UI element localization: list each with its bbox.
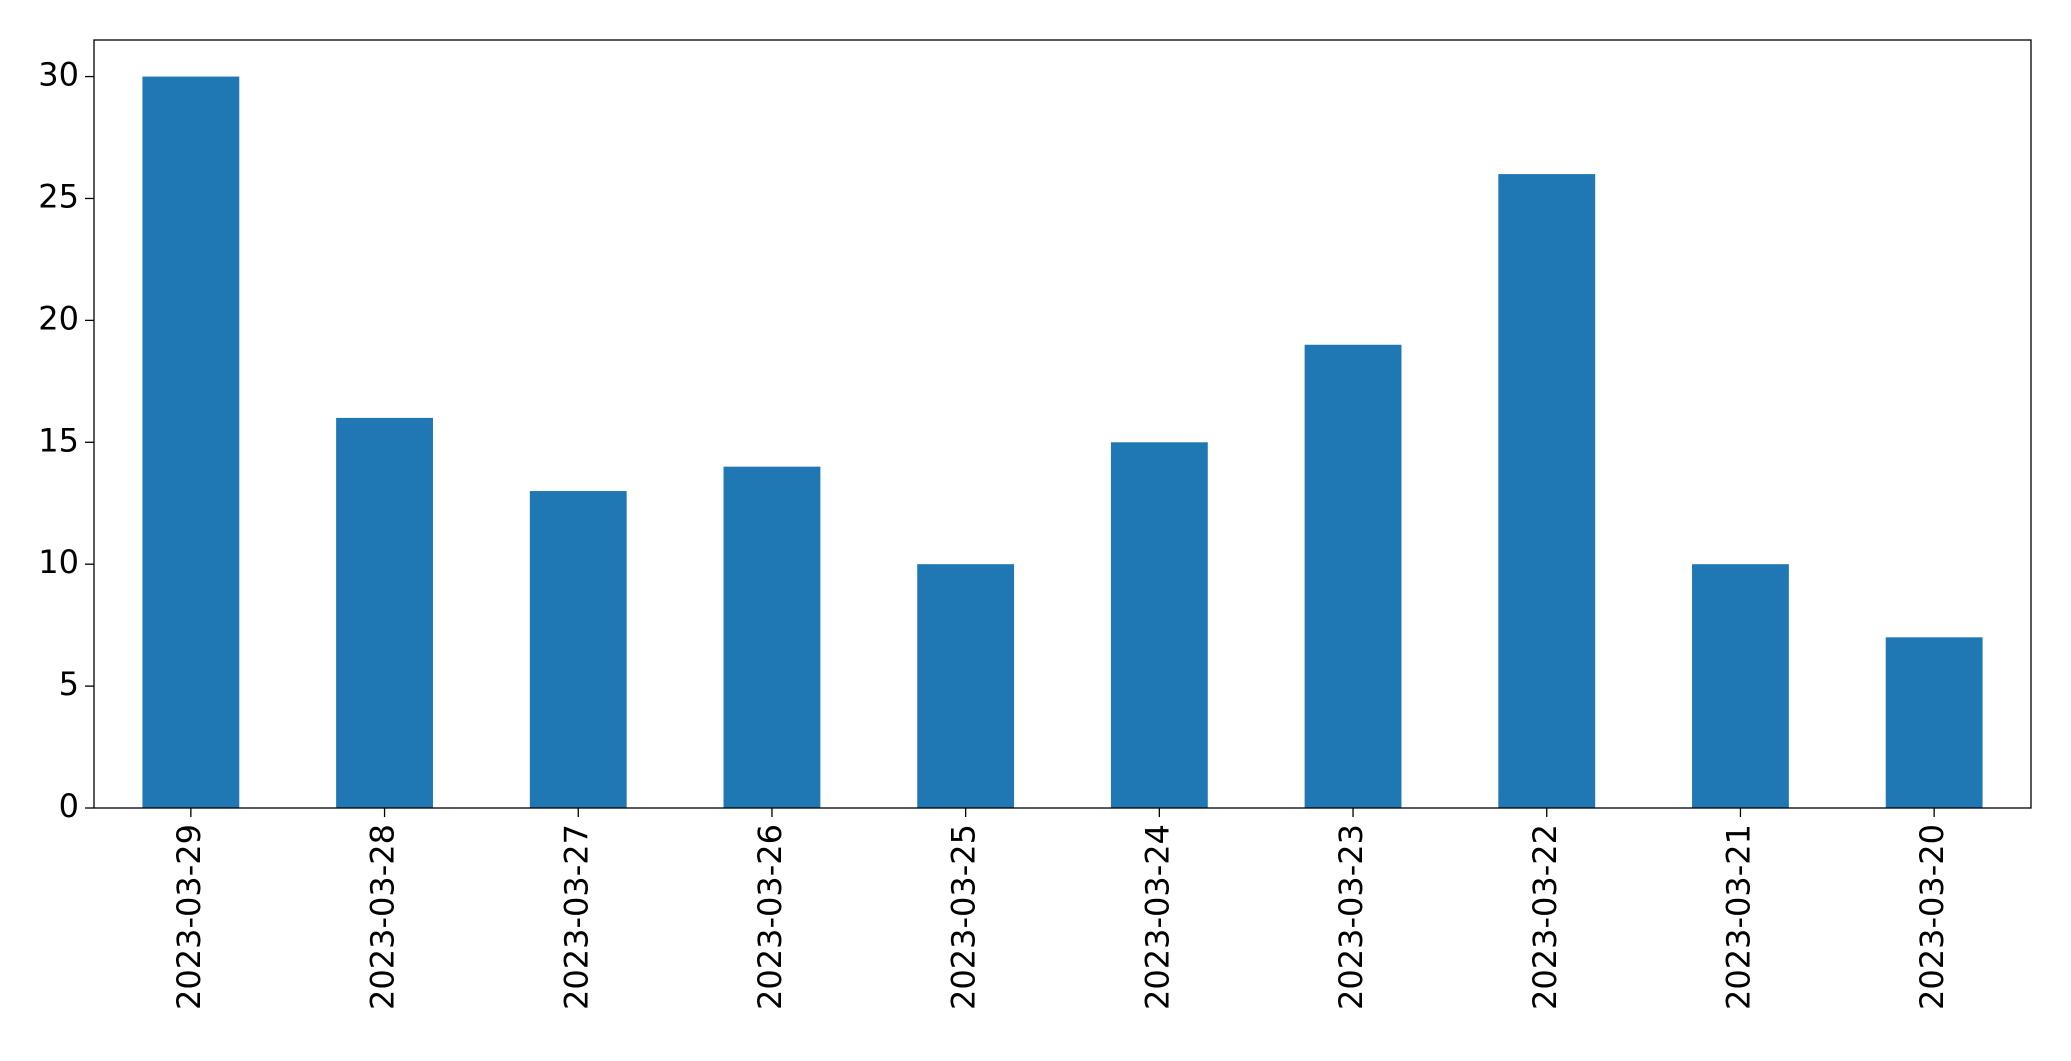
y-tick-label: 15 [38,421,79,459]
plot-frame [93,39,2032,809]
x-tick-label: 2023-03-28 [364,824,402,1010]
y-tick-label: 10 [38,543,79,581]
x-tick-label: 2023-03-21 [1719,824,1757,1010]
bar [529,491,627,808]
bar [1304,344,1402,808]
x-tick-label: 2023-03-22 [1526,824,1564,1010]
x-tick-label: 2023-03-25 [945,824,983,1010]
x-tick-label: 2023-03-29 [170,824,208,1010]
x-tick-label: 2023-03-20 [1913,824,1951,1010]
bar [336,417,433,808]
y-tick-label: 5 [59,665,79,703]
bar [723,466,821,808]
y-tick-label: 25 [38,177,79,215]
bar [1498,174,1596,809]
x-tick-label: 2023-03-26 [751,824,789,1010]
bar [142,76,240,809]
y-tick-label: 20 [38,299,79,337]
bar [1885,637,1983,808]
y-tick-label: 0 [59,787,79,825]
x-tick-label: 2023-03-24 [1138,824,1176,1010]
bar [1110,442,1208,808]
bar [1692,564,1789,808]
x-tick-label: 2023-03-27 [557,824,595,1010]
x-tick-label: 2023-03-23 [1332,824,1370,1010]
y-tick-label: 30 [38,56,79,94]
bar [917,564,1015,808]
